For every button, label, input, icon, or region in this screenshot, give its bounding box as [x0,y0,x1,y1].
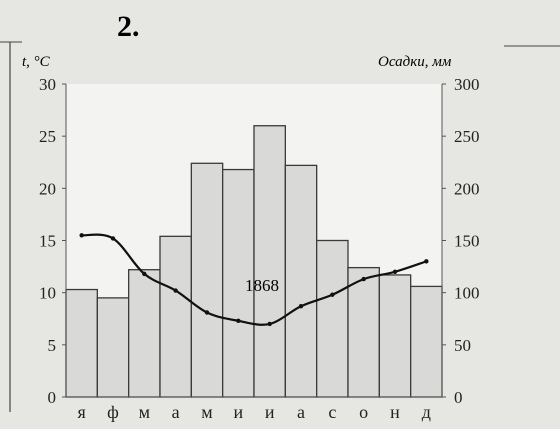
month-label: ф [107,402,119,422]
right-tick-label: 50 [454,336,471,355]
temperature-point [236,318,241,324]
right-axis-label: Осадки, мм [378,54,452,70]
chart-title: 2. [117,10,140,43]
left-tick-label: 30 [39,75,56,94]
month-label: я [78,402,86,422]
month-label: о [359,402,368,422]
month-label: с [328,402,336,422]
month-label: д [422,402,431,422]
temperature-point [424,259,429,264]
month-label: м [201,402,212,422]
right-tick-label: 100 [454,284,480,303]
left-tick-label: 0 [48,388,57,407]
precip-bar [128,269,161,398]
temperature-point [267,321,272,327]
temperature-point [392,269,398,274]
month-label: н [390,402,400,422]
left-tick-label: 5 [48,336,57,355]
temperature-point [79,233,84,238]
precip-bar [96,297,130,398]
month-label: и [234,402,244,422]
month-label: а [297,402,305,422]
temperature-line [81,233,427,326]
precip-bar [316,239,349,398]
temperature-point [298,304,304,309]
month-label: а [172,402,180,422]
right-tick-label: 300 [454,75,480,94]
left-tick-label: 20 [39,179,56,198]
precip-bar [65,288,98,398]
precip-bar [347,266,380,398]
precip-bar [284,164,318,398]
temperature-point [173,288,178,293]
month-label: и [265,402,275,422]
right-tick-label: 150 [454,232,480,251]
temperature-point [204,310,210,315]
precip-bar [159,235,192,398]
right-tick-label: 250 [454,127,480,146]
annotation-label: 1868 [245,276,279,295]
precip-bar [190,162,224,398]
left-axis-label: t, °C [22,54,51,70]
temperature-point [361,276,366,282]
month-label: м [139,402,150,422]
precip-bar [378,274,412,398]
right-tick-label: 0 [454,388,463,407]
left-tick-label: 25 [39,127,56,146]
temperature-point [142,271,147,277]
temperature-point [110,236,116,241]
temperature-point [330,292,335,297]
right-tick-label: 200 [454,179,480,198]
precip-bar [253,125,286,398]
left-tick-label: 15 [39,232,56,251]
precip-bar [410,285,443,398]
left-tick-label: 10 [39,284,56,303]
